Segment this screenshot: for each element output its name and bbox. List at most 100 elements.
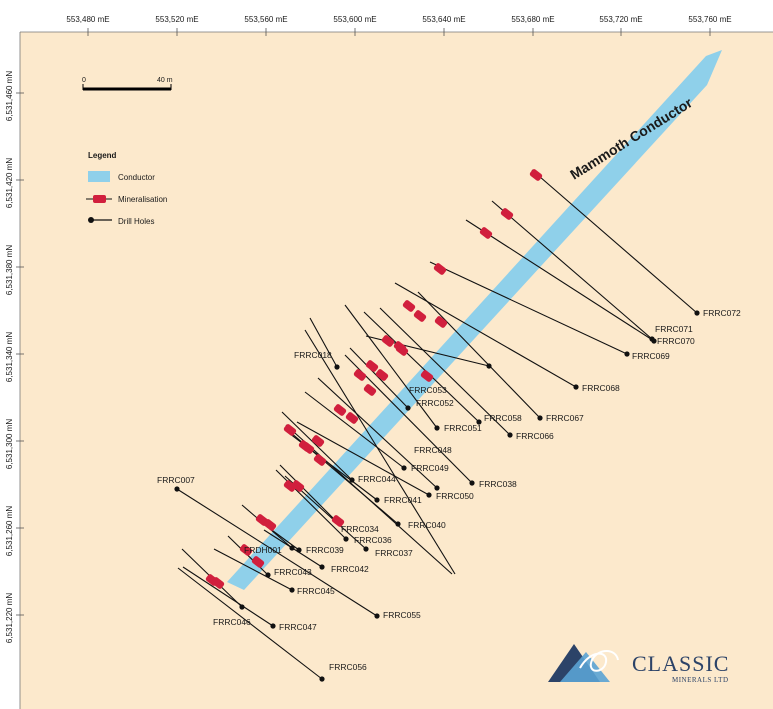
- mineralisation-intercept: [433, 263, 447, 275]
- mineralisation-intercept: [239, 544, 253, 556]
- mineralisation-intercept: [479, 227, 493, 239]
- mineralisation-intercept: [211, 577, 225, 589]
- drill-hole-collar: [374, 497, 380, 503]
- mineralisation-intercept: [331, 515, 345, 527]
- drill-hole-label: FRRC038: [479, 479, 517, 489]
- drill-hole-trace: [379, 307, 511, 436]
- drill-hole-trace: [531, 169, 698, 314]
- drill-hole-collar: [239, 604, 245, 610]
- drill-hole-collar: [651, 338, 657, 344]
- mineralisation-intercept: [298, 440, 312, 452]
- drill-hole-collar: [694, 310, 700, 316]
- drill-hole-trace: [417, 291, 541, 419]
- northing-axis: 6,531,460 mN 6,531,420 mN 6,531,380 mN 6…: [5, 71, 24, 643]
- drill-hole-label: FRRC048: [414, 445, 452, 455]
- drill-hole-collar: [374, 613, 380, 619]
- drill-hole-label: FRDH001: [244, 545, 282, 555]
- drill-hole-collar: [334, 364, 340, 370]
- drill-hole-collar: [537, 415, 543, 421]
- drill-hole-trace: [363, 311, 480, 423]
- drill-hole-label: FRRC018: [294, 350, 332, 360]
- drill-hole-label: FRRC068: [582, 383, 620, 393]
- northing-tick-label: 6,531,220 mN: [5, 593, 14, 643]
- drill-hole-collar: [401, 465, 407, 471]
- drill-hole-label: FRRC067: [546, 413, 584, 423]
- drill-hole-collar: [573, 384, 579, 390]
- drill-hole-swatch-collar: [88, 217, 94, 223]
- drill-hole-collar: [507, 432, 513, 438]
- northing-tick-label: 6,531,460 mN: [5, 71, 14, 121]
- scale-end-label: 40 m: [157, 77, 173, 84]
- scale-bar: 0 40 m: [82, 77, 173, 91]
- drill-hole-collar: [469, 480, 475, 486]
- easting-tick-label: 553,600 mE: [333, 15, 376, 24]
- mineralisation-intercept: [311, 435, 325, 447]
- drill-hole-label: FRRC041: [384, 495, 422, 505]
- legend-item-mineralisation: Mineralisation: [118, 195, 167, 204]
- legend-title: Legend: [88, 151, 117, 160]
- drill-hole-trace: [349, 347, 409, 409]
- mineralisation-intercept: [363, 384, 377, 396]
- northing-tick-label: 6,531,340 mN: [5, 332, 14, 382]
- drill-hole-collar: [319, 676, 325, 682]
- drill-hole-trace: [279, 464, 337, 522]
- drill-hole-collar: [624, 351, 630, 357]
- mineralisation-intercept: [434, 316, 448, 328]
- mineralisation-intercept: [353, 369, 367, 381]
- mineralisation-intercept: [263, 519, 277, 531]
- drill-hole-collar: [405, 405, 411, 411]
- mineralisation-intercept: [313, 454, 327, 466]
- easting-tick-label: 553,760 mE: [688, 15, 731, 24]
- northing-tick-label: 6,531,380 mN: [5, 245, 14, 295]
- logo-text: CLASSIC: [632, 651, 729, 676]
- mineralisation-intercept: [365, 360, 379, 372]
- drill-hole-collar: [395, 521, 401, 527]
- northing-tick-label: 6,531,260 mN: [5, 506, 14, 556]
- easting-tick-label: 553,480 mE: [66, 15, 109, 24]
- drill-hole-trace: [177, 567, 323, 680]
- easting-axis: 553,480 mE 553,520 mE 553,560 mE 553,600…: [66, 15, 732, 36]
- drill-hole-label: FRRC007: [157, 475, 195, 485]
- mineralisation-intercept: [283, 424, 297, 436]
- company-logo: CLASSIC MINERALS LTD: [548, 644, 729, 684]
- easting-tick-label: 553,520 mE: [155, 15, 198, 24]
- drill-hole-trace: [344, 304, 438, 429]
- drill-hole-trace: [304, 391, 405, 469]
- drill-hole-collar: [434, 485, 440, 491]
- logo-subtitle: MINERALS LTD: [672, 676, 729, 684]
- mineralisation-intercept: [393, 341, 407, 353]
- drill-hole-trace: [317, 377, 438, 489]
- mineralisation-intercept: [375, 369, 389, 381]
- mineralisation-intercept: [402, 300, 416, 312]
- drill-hole-label: FRRC070: [657, 336, 695, 346]
- drill-hole-label: FRRC056: [329, 662, 367, 672]
- drill-hole-label: FRRC051: [444, 423, 482, 433]
- mineralisation-intercept: [413, 310, 427, 322]
- mineralisation-intercept: [381, 335, 395, 347]
- conductor-swatch: [88, 171, 110, 182]
- drill-hole-label: FRRC036: [354, 535, 392, 545]
- drill-hole-label: FRRC037: [375, 548, 413, 558]
- drill-hole-trace: [213, 548, 293, 591]
- mineralisation-intercept: [500, 208, 514, 220]
- mineralisation-layer: [205, 169, 543, 589]
- drill-hole-trace: [284, 429, 378, 501]
- drill-hole-label: FRRC040: [408, 520, 446, 530]
- drill-hole-trace: [182, 566, 274, 627]
- legend: Legend Conductor Mineralisation Drill Ho…: [86, 151, 167, 226]
- mineralisation-intercept: [345, 412, 359, 424]
- drill-hole-trace: [465, 219, 655, 342]
- drill-hole-trace: [491, 200, 653, 340]
- drill-hole-trace: [394, 282, 577, 388]
- drill-hole-label: FRRC052: [416, 398, 454, 408]
- drill-hole-label: FRRC069: [632, 351, 670, 361]
- drill-hole-collar: [343, 536, 349, 542]
- drill-hole-label: FRRC066: [516, 431, 554, 441]
- drill-hole-collar: [426, 492, 432, 498]
- drill-hole-label: FRRC034: [341, 524, 379, 534]
- mineralisation-intercept: [251, 556, 265, 568]
- drill-hole-collar: [270, 623, 276, 629]
- drill-hole-label: FRRC055: [383, 610, 421, 620]
- drill-hole-label: FRRC049: [411, 463, 449, 473]
- drill-hole-trace: [344, 354, 473, 484]
